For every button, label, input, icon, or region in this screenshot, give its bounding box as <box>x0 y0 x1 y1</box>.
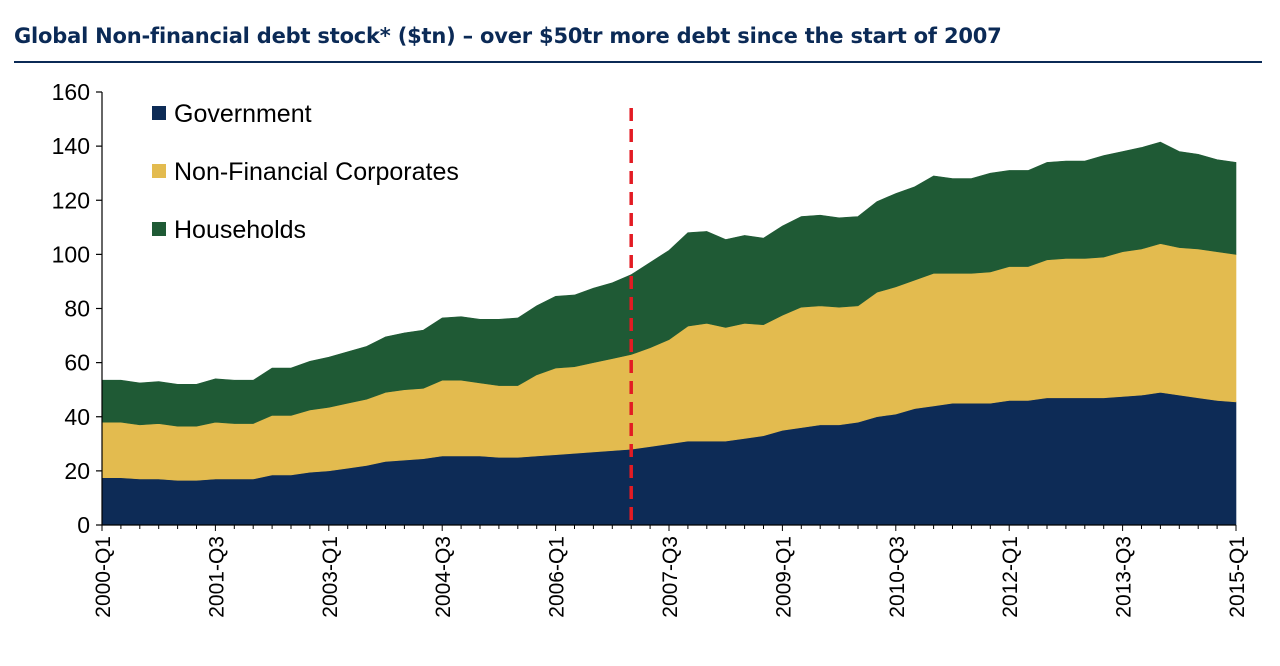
legend-label-non-financial-corporates: Non-Financial Corporates <box>174 158 459 186</box>
y-tick-label: 80 <box>64 296 90 322</box>
y-tick-label: 160 <box>52 79 90 105</box>
x-tick-label: 2012-Q1 <box>999 536 1022 618</box>
x-tick-label: 2006-Q1 <box>546 536 569 618</box>
legend-swatch-households <box>152 222 166 236</box>
y-tick-label: 20 <box>64 458 90 484</box>
y-tick-label: 0 <box>77 512 90 538</box>
x-tick-label: 2013-Q3 <box>1113 536 1136 618</box>
x-tick-label: 2000-Q1 <box>92 536 115 618</box>
x-tick-label: 2004-Q3 <box>432 536 455 618</box>
chart-title: Global Non-financial debt stock* ($tn) –… <box>14 24 1002 48</box>
x-tick-label: 2007-Q3 <box>659 536 682 618</box>
x-tick-label: 2001-Q3 <box>205 536 228 618</box>
legend-label-government: Government <box>174 100 312 128</box>
y-tick-label: 140 <box>52 133 90 159</box>
x-tick-label: 2003-Q1 <box>319 536 342 618</box>
stacked-areas <box>101 141 1237 526</box>
y-tick-label: 40 <box>64 404 90 430</box>
legend-swatch-government <box>152 106 166 120</box>
y-axis-ticks: 0 20 40 60 80 100 120 140 160 <box>52 79 102 538</box>
x-tick-label: 2010-Q3 <box>886 536 909 618</box>
y-tick-label: 100 <box>52 241 90 267</box>
legend-swatch-non-financial-corporates <box>152 164 166 178</box>
title-divider <box>14 61 1262 63</box>
x-axis-ticks: 2000-Q1 2001-Q3 2003-Q1 2004-Q3 2006-Q1 2007-… <box>92 525 1249 618</box>
y-tick-label: 120 <box>52 187 90 213</box>
legend-label-households: Households <box>174 216 306 244</box>
area-households <box>101 141 1237 427</box>
x-tick-label: 2009-Q1 <box>772 536 795 618</box>
y-tick-label: 60 <box>64 350 90 376</box>
x-tick-label: 2015-Q1 <box>1226 536 1249 618</box>
legend: Government Non-Financial Corporates Househ… <box>152 100 459 244</box>
